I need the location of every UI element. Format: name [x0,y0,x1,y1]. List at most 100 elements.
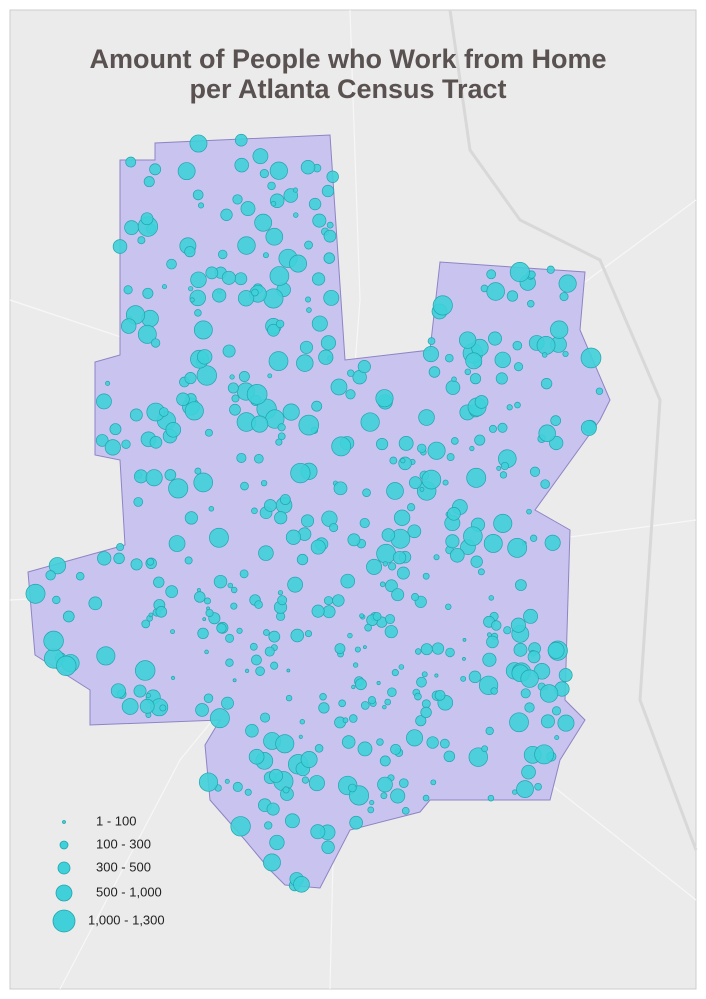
tract-symbol [474,395,489,409]
tract-symbol [347,369,355,377]
tract-symbol [142,287,154,299]
tract-symbol [446,453,455,462]
tract-symbol [96,393,112,410]
tract-symbol [427,441,446,460]
tract-symbol [165,422,182,438]
tract-symbol [465,352,483,370]
tract-symbol [360,701,370,710]
tract-symbol [184,556,193,565]
tract-symbol [482,652,497,667]
tract-symbol [451,376,457,382]
tract-symbol [88,596,103,611]
tract-symbol [121,439,131,449]
tract-symbol [275,734,295,754]
tract-symbol [507,538,528,558]
tract-symbol [463,526,483,547]
tract-symbol [449,547,465,563]
tract-symbol [137,324,157,344]
tract-symbol [355,678,367,691]
tract-symbol [184,246,196,258]
tract-symbol [134,660,156,681]
tract-symbol [310,824,326,840]
tract-symbol [227,382,239,394]
tract-symbol [411,593,420,601]
region [27,134,611,889]
tract-symbol [227,582,234,589]
tract-symbol [334,643,346,654]
tract-symbol [292,187,298,193]
tract-symbol [268,630,281,643]
tract-symbol [468,670,482,684]
tract-symbol [426,736,439,749]
tract-symbol [263,853,281,872]
tract-symbol [364,623,372,632]
tract-symbol [379,581,386,588]
tract-symbol [145,469,163,487]
tract-symbol [62,610,75,623]
tract-symbol [323,596,334,606]
tract-symbol [48,557,67,575]
tract-symbol [296,553,309,566]
tract-symbol [130,558,143,571]
tract-symbol [296,354,314,372]
tract-symbol [363,645,367,650]
tract-symbol [139,698,155,714]
tract-symbol [270,201,277,207]
tract-symbol [277,423,286,432]
tract-symbol [236,452,247,463]
tract-symbol [420,643,433,656]
tract-symbol [323,289,340,306]
tract-symbol [224,778,230,784]
tract-symbol [392,550,407,565]
tract-symbol [530,534,538,542]
tract-symbol [554,735,560,741]
tract-symbol [298,734,303,739]
tract-symbol [251,288,259,297]
tract-symbol [286,668,291,673]
tract-symbol [509,262,530,283]
tract-symbol [56,655,77,676]
tract-symbol [388,562,397,571]
tract-symbol [244,788,252,796]
tract-symbol [25,583,46,604]
tract-symbol [282,786,290,794]
tract-symbol [202,617,207,621]
tract-symbol [580,347,602,369]
tract-symbol [194,591,206,603]
tract-symbol [190,271,207,289]
tract-symbol [322,605,336,619]
tract-symbol [497,422,508,433]
tract-symbol [133,497,144,507]
tract-symbol [382,561,388,567]
tract-symbol [490,687,498,695]
tract-symbol [488,424,497,433]
tract-symbol [396,566,410,580]
tract-symbol [421,699,431,709]
tract-symbol [445,380,461,395]
tract-symbol [249,642,258,651]
tract-symbol [464,368,472,376]
tract-symbol [354,646,361,653]
tract-symbol [311,315,328,332]
tract-symbol [146,558,155,566]
tract-symbol [189,297,195,303]
tract-symbol [269,161,288,180]
tract-symbol [166,258,177,270]
tract-symbol [212,288,227,303]
tract-symbol [95,434,109,447]
tract-symbol [420,706,432,719]
tract-symbol [527,650,541,664]
tract-symbol [546,265,555,274]
tract-symbol [384,698,392,706]
tract-symbol [259,169,269,179]
tract-symbol [332,594,345,607]
tract-symbol [407,524,422,539]
tract-symbol [559,292,569,302]
tract-symbol [318,702,330,714]
tract-symbol [221,270,236,285]
tract-symbol [267,181,276,191]
legend-symbol [59,840,69,850]
tract-symbol [360,412,380,432]
tract-symbol [137,236,146,245]
